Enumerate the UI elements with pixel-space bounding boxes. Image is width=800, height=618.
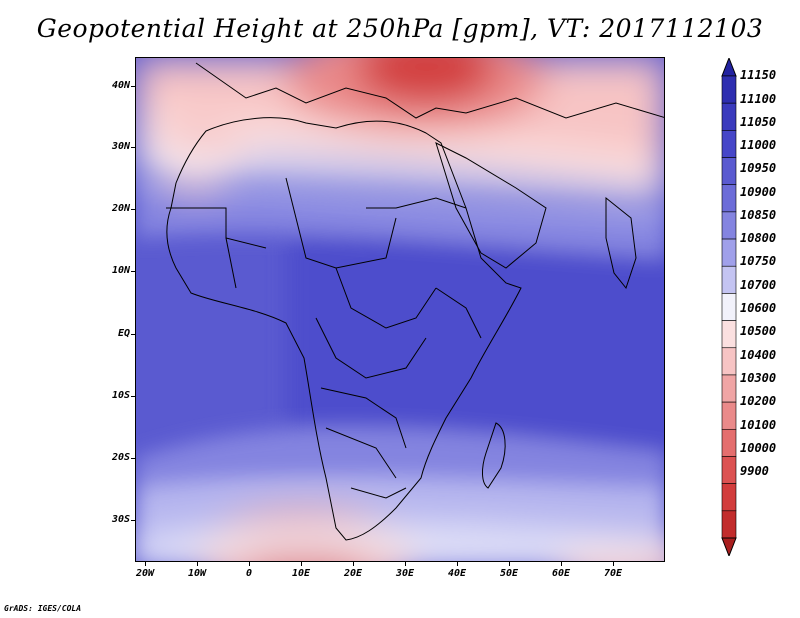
colorbar-label: 10750 <box>740 254 777 268</box>
colorbar-segment <box>721 130 737 158</box>
lon-tick <box>405 561 406 566</box>
lon-tick <box>353 561 354 566</box>
colorbar-label: 10400 <box>740 348 777 362</box>
lon-label-10e: 10E <box>291 568 311 579</box>
lat-tick <box>131 209 136 210</box>
lat-label-eq: EQ <box>117 328 130 339</box>
colorbar <box>721 58 737 556</box>
colorbar-label: 11050 <box>740 115 777 129</box>
colorbar-segment <box>721 320 737 349</box>
lat-tick <box>131 334 136 335</box>
colorbar-label: 10200 <box>740 394 777 408</box>
colorbar-label: 10300 <box>740 371 777 385</box>
map-panel <box>135 57 665 562</box>
colorbar-label: 11100 <box>740 92 777 106</box>
lat-tick <box>131 396 136 397</box>
lon-label-20w: 20W <box>135 568 155 579</box>
lat-tick <box>131 458 136 459</box>
chart-title: Geopotential Height at 250hPa [gpm], VT:… <box>36 14 764 43</box>
lon-label-10w: 10W <box>187 568 207 579</box>
lon-label-60e: 60E <box>551 568 571 579</box>
geopotential-height-field <box>136 58 664 561</box>
lon-label-50e: 50E <box>499 568 519 579</box>
colorbar-label: 10950 <box>740 161 777 175</box>
lon-tick <box>249 561 250 566</box>
lon-tick <box>145 561 146 566</box>
colorbar-segment <box>721 102 737 131</box>
lon-tick <box>457 561 458 566</box>
colorbar-segment <box>721 456 737 484</box>
lon-tick <box>509 561 510 566</box>
colorbar-label: 10850 <box>740 208 777 222</box>
colorbar-segment <box>721 510 737 539</box>
colorbar-label: 10900 <box>740 185 777 199</box>
colorbar-label: 10700 <box>740 278 777 292</box>
lon-tick <box>301 561 302 566</box>
colorbar-segment <box>721 483 737 512</box>
colorbar-segment <box>721 238 737 267</box>
colorbar-label: 9900 <box>740 464 769 478</box>
colorbar-segment <box>721 401 737 430</box>
lat-tick <box>131 147 136 148</box>
colorbar-label: 10000 <box>740 441 777 455</box>
lon-tick <box>197 561 198 566</box>
colorbar-segment <box>721 347 737 376</box>
colorbar-label: 10600 <box>740 301 777 315</box>
colorbar-segment <box>721 428 737 457</box>
lat-label-30s: 30S <box>111 514 130 525</box>
lon-label-70e: 70E <box>603 568 623 579</box>
lat-label-30n: 30N <box>111 141 130 152</box>
lon-tick <box>561 561 562 566</box>
colorbar-arrow-bottom <box>721 537 737 556</box>
colorbar-label: 10800 <box>740 231 777 245</box>
colorbar-segment <box>721 265 737 294</box>
lat-label-40n: 40N <box>111 80 130 91</box>
colorbar-label: 10500 <box>740 324 777 338</box>
coastlines <box>166 62 664 541</box>
colorbar-label: 11150 <box>740 68 777 82</box>
lat-tick <box>131 520 136 521</box>
lon-label-20e: 20E <box>343 568 363 579</box>
colorbar-segment <box>721 211 737 240</box>
lon-tick <box>613 561 614 566</box>
lon-label-40e: 40E <box>447 568 467 579</box>
lat-label-10n: 10N <box>111 265 130 276</box>
colorbar-label: 11000 <box>740 138 777 152</box>
colorbar-segment <box>721 374 737 403</box>
lat-label-20n: 20N <box>111 203 130 214</box>
lat-label-20s: 20S <box>111 452 130 463</box>
lon-label-30e: 30E <box>395 568 415 579</box>
lat-label-10s: 10S <box>111 390 130 401</box>
colorbar-segment <box>721 75 737 104</box>
colorbar-label: 10100 <box>740 418 777 432</box>
lon-label-0: 0 <box>245 568 253 579</box>
colorbar-segment <box>721 184 737 213</box>
colorbar-segment <box>721 157 737 186</box>
credit-label: GrADS: IGES/COLA <box>4 604 82 613</box>
lat-tick <box>131 86 136 87</box>
colorbar-segment <box>721 293 737 321</box>
colorbar-arrow-top <box>721 58 737 77</box>
lat-tick <box>131 271 136 272</box>
